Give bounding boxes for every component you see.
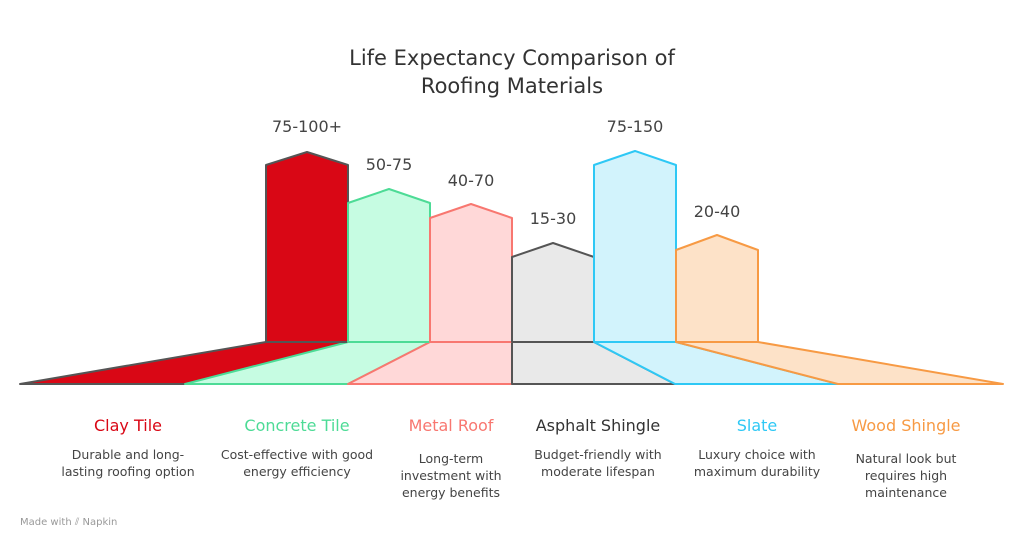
slate-label: Slate — [736, 416, 778, 435]
napkin-logo-icon: ⫽ — [74, 517, 80, 528]
slate-description: Luxury choice with maximum durability — [693, 447, 821, 479]
concrete-tile-label: Concrete Tile — [244, 416, 350, 435]
metal-roof-label: Metal Roof — [408, 416, 494, 435]
metal-roof-description: Long-term investment with energy benefit… — [400, 451, 502, 500]
clay-tile-description: Durable and long-lasting roofing option — [61, 447, 195, 479]
wood-shingle-description: Natural look but requires high maintenan… — [855, 451, 957, 500]
clay-tile-label: Clay Tile — [94, 416, 162, 435]
slate-lifespan: 75-150 — [606, 117, 664, 136]
asphalt-shingle-lifespan: 15-30 — [529, 209, 577, 228]
diagram-title: Life Expectancy Comparison of Roofing Ma… — [349, 46, 675, 98]
slate-column — [593, 150, 677, 343]
concrete-tile-description: Cost-effective with good energy efficien… — [220, 447, 374, 479]
concrete-tile-lifespan: 50-75 — [365, 155, 413, 174]
wood-shingle-label: Wood Shingle — [851, 416, 961, 435]
concrete-tile-column — [347, 188, 431, 343]
wood-shingle-column — [675, 234, 759, 343]
clay-tile-lifespan: 75-100+ — [271, 117, 343, 136]
asphalt-shingle-label: Asphalt Shingle — [535, 416, 661, 435]
wood-shingle-lifespan: 20-40 — [693, 202, 741, 221]
clay-tile-column — [265, 151, 349, 343]
footer-credit: Made with ⫽ Napkin — [20, 517, 118, 528]
asphalt-shingle-description: Budget-friendly with moderate lifespan — [534, 447, 662, 479]
metal-roof-column — [429, 203, 513, 343]
asphalt-shingle-column — [511, 242, 595, 343]
metal-roof-lifespan: 40-70 — [447, 171, 495, 190]
